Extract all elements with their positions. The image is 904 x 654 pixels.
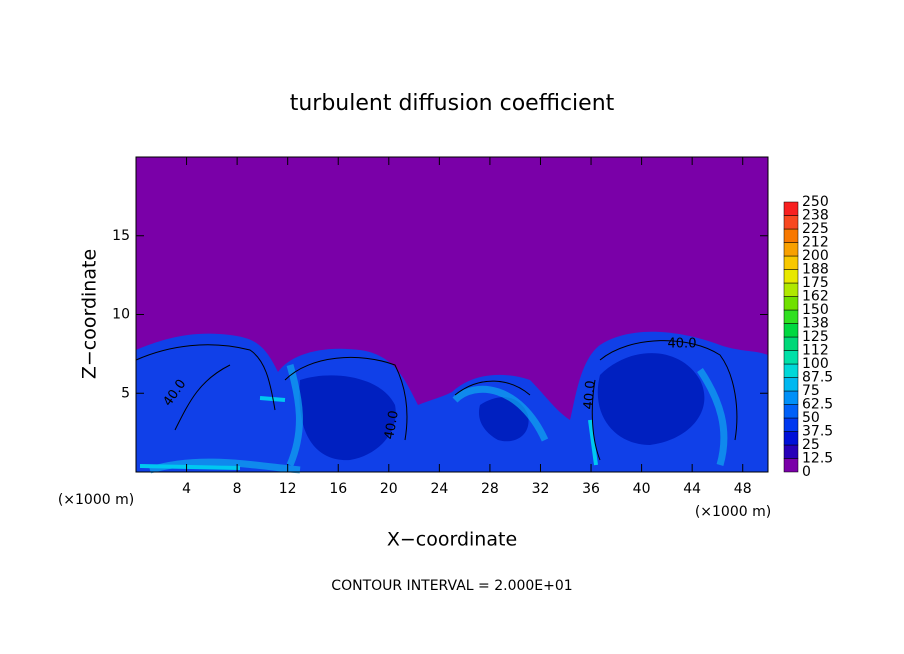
colorbar-label: 12.5 xyxy=(802,451,833,467)
field xyxy=(135,156,769,474)
colorbar-band xyxy=(783,458,799,473)
contour-label: 40.0 xyxy=(382,409,402,440)
colorbar-band xyxy=(783,377,799,392)
y-tick-label: 15 xyxy=(112,228,130,244)
colorbar-label: 25 xyxy=(802,437,820,453)
colorbar-band xyxy=(783,269,799,284)
chart-title: turbulent diffusion coefficient xyxy=(290,91,615,116)
colorbar-label: 188 xyxy=(802,262,829,278)
colorbar-band xyxy=(783,296,799,311)
colorbar-band xyxy=(783,215,799,230)
x-tick-label: 36 xyxy=(582,481,600,497)
colorbar-band xyxy=(783,444,799,459)
colorbar-band xyxy=(783,242,799,257)
colorbar-band xyxy=(783,255,799,270)
colorbar-band xyxy=(783,201,799,216)
colorbar-band xyxy=(783,404,799,419)
y-tick-label: 5 xyxy=(121,385,130,401)
x-tick-label: 24 xyxy=(430,481,448,497)
x-tick-label: 48 xyxy=(734,481,752,497)
x-tick-label: 20 xyxy=(380,481,398,497)
colorbar-label: 100 xyxy=(802,356,829,372)
annotation: CONTOUR INTERVAL = 2.000E+01 xyxy=(331,578,572,594)
colorbar-label: 212 xyxy=(802,235,829,251)
x-tick-label: 16 xyxy=(329,481,347,497)
colorbar-label: 62.5 xyxy=(802,397,833,413)
colorbar-label: 0 xyxy=(802,464,811,480)
colorbar-label: 238 xyxy=(802,208,829,224)
contour-label: 40.0 xyxy=(668,337,697,352)
contour-lines xyxy=(135,340,738,461)
y-tick-label: 10 xyxy=(112,307,130,323)
colorbar-band xyxy=(783,282,799,297)
x-tick-label: 40 xyxy=(633,481,651,497)
y-axis-label: Z−coordinate xyxy=(79,249,101,379)
colorbar-label: 225 xyxy=(802,221,829,237)
colorbar-label: 138 xyxy=(802,316,829,332)
colorbar-band xyxy=(783,323,799,338)
field-light xyxy=(148,364,728,474)
colorbar-band xyxy=(783,431,799,446)
colorbar-label: 112 xyxy=(802,343,829,359)
colorbar-label: 175 xyxy=(802,275,829,291)
x-tick-label: 44 xyxy=(683,481,701,497)
x-tick-label: 32 xyxy=(532,481,550,497)
colorbar-band xyxy=(783,350,799,365)
x-tick-label: 8 xyxy=(233,481,242,497)
colorbar-label: 150 xyxy=(802,302,829,318)
x-axis-label: X−coordinate xyxy=(387,529,517,551)
x-tick-label: 12 xyxy=(279,481,297,497)
colorbar-label: 162 xyxy=(802,289,829,305)
colorbar-label: 75 xyxy=(802,383,820,399)
colorbar-band xyxy=(783,417,799,432)
x-tick-label: 4 xyxy=(182,481,191,497)
colorbar-label: 50 xyxy=(802,410,820,426)
colorbar-label: 250 xyxy=(802,194,829,210)
field-cyan xyxy=(139,396,598,470)
colorbar-band xyxy=(783,228,799,243)
x-tick-label: 28 xyxy=(481,481,499,497)
colorbar-band xyxy=(783,390,799,405)
colorbar-label: 87.5 xyxy=(802,370,833,386)
contour-label: 40.0 xyxy=(581,380,598,410)
colorbar-band xyxy=(783,309,799,324)
colorbar-label: 37.5 xyxy=(802,424,833,440)
x-unit-label: (×1000 m) xyxy=(695,504,771,520)
colorbar-label: 125 xyxy=(802,329,829,345)
x-unit-label: (×1000 m) xyxy=(58,492,134,508)
colorbar-band xyxy=(783,363,799,378)
colorbar-label: 200 xyxy=(802,248,829,264)
colorbar-band xyxy=(783,336,799,351)
field-dark xyxy=(299,353,705,461)
